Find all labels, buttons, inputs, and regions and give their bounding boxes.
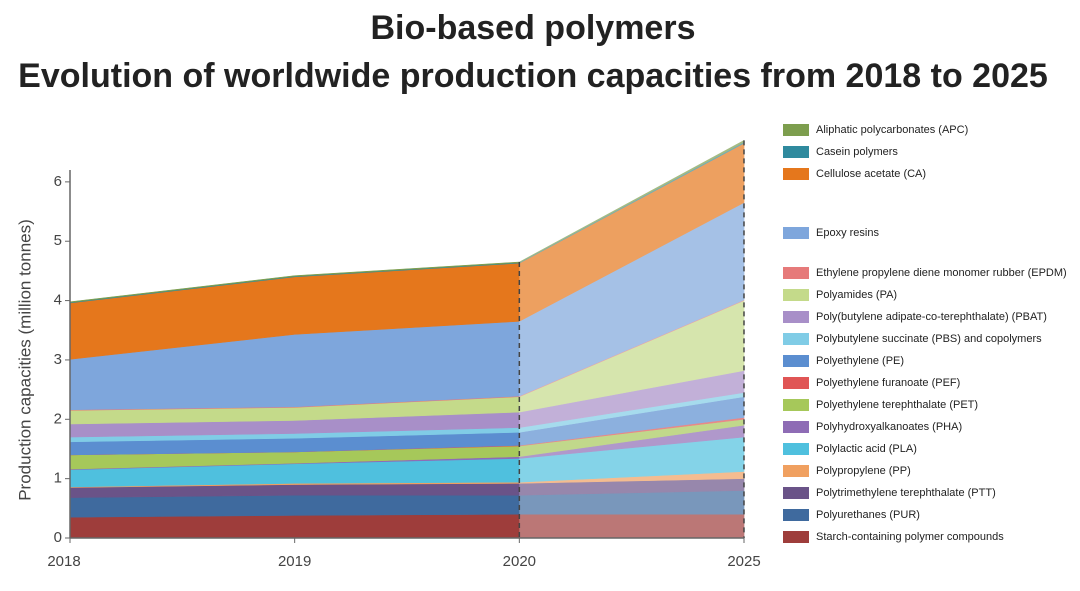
y-tick-label: 5 (54, 232, 62, 249)
legend-swatch (783, 465, 809, 477)
legend-swatch (783, 168, 809, 180)
legend-label: Polybutylene succinate (PBS) and copolym… (816, 333, 1042, 345)
legend-label: Starch-containing polymer compounds (816, 531, 1004, 543)
legend-label: Polyurethanes (PUR) (816, 509, 920, 521)
legend-label: Polyethylene (PE) (816, 355, 904, 367)
x-tick-label: 2025 (727, 553, 760, 570)
legend-swatch (783, 531, 809, 543)
legend-swatch (783, 227, 809, 239)
legend-swatch (783, 311, 809, 323)
legend-label: Polyamides (PA) (816, 289, 897, 301)
legend-swatch (783, 509, 809, 521)
legend-swatch (783, 355, 809, 367)
y-tick-label: 2 (54, 410, 62, 427)
legend-label: Polyhydroxyalkanoates (PHA) (816, 421, 962, 433)
legend-swatch (783, 146, 809, 158)
legend-label: Epoxy resins (816, 227, 879, 239)
projection-shade (519, 140, 744, 538)
legend-label: Polyethylene furanoate (PEF) (816, 377, 960, 389)
y-tick-label: 4 (54, 292, 62, 309)
legend-swatch (783, 124, 809, 136)
y-tick-label: 1 (54, 470, 62, 487)
legend-label: Polypropylene (PP) (816, 465, 911, 477)
legend-label: Casein polymers (816, 146, 898, 158)
legend-label: Cellulose acetate (CA) (816, 168, 926, 180)
legend-swatch (783, 289, 809, 301)
legend-label: Ethylene propylene diene monomer rubber … (816, 267, 1067, 279)
x-tick-label: 2019 (278, 553, 311, 570)
legend-swatch (783, 377, 809, 389)
legend-label: Polytrimethylene terephthalate (PTT) (816, 487, 996, 499)
chart-title: Bio-based polymers (371, 9, 696, 47)
legend-swatch (783, 487, 809, 499)
y-tick-label: 6 (54, 173, 62, 190)
x-tick-label: 2018 (47, 553, 80, 570)
legend-swatch (783, 333, 809, 345)
legend-swatch (783, 399, 809, 411)
legend-label: Polylactic acid (PLA) (816, 443, 917, 455)
legend-label: Poly(butylene adipate-co-terephthalate) … (816, 311, 1047, 323)
y-tick-label: 0 (54, 529, 62, 546)
legend-swatch (783, 443, 809, 455)
y-axis-label: Production capacities (million tonnes) (15, 219, 34, 501)
x-tick-label: 2020 (503, 553, 536, 570)
legend-swatch (783, 267, 809, 279)
chart-subtitle: Evolution of worldwide production capaci… (18, 57, 1048, 95)
legend-swatch (783, 421, 809, 433)
legend-label: Polyethylene terephthalate (PET) (816, 399, 978, 411)
y-tick-label: 3 (54, 351, 62, 368)
legend-label: Aliphatic polycarbonates (APC) (816, 124, 968, 136)
